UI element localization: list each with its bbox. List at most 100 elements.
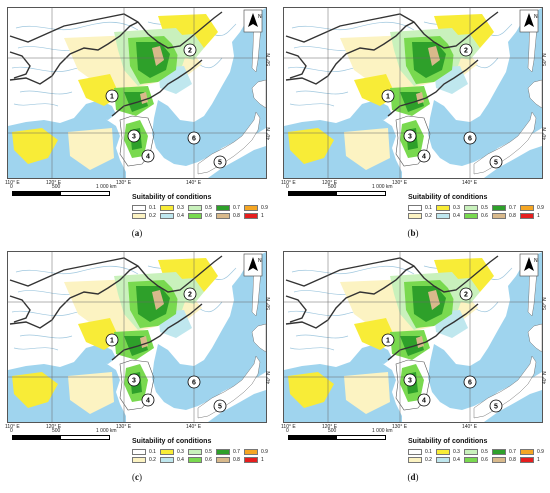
- legend-swatch: [464, 449, 478, 455]
- legend-swatch: [216, 449, 230, 455]
- lat-label-50: 50° N: [542, 297, 548, 310]
- region-marker-1: 1: [381, 89, 395, 103]
- legend-label: 0.2: [425, 213, 432, 219]
- panel-caption: (d): [407, 472, 419, 482]
- region-label-1: 1: [386, 338, 390, 345]
- legend-label: 0.3: [177, 205, 184, 211]
- scale-bar: [288, 191, 386, 196]
- legend-swatch: [188, 205, 202, 211]
- legend-label: 0.2: [425, 457, 432, 463]
- china-russia-border: [285, 11, 499, 49]
- scale-bar: [12, 191, 110, 196]
- china-mongolia-border: [285, 265, 415, 329]
- map-panel-a: 1 2 3 4 5: [2, 2, 272, 242]
- scale-label-1000: 1 000 km: [96, 184, 117, 190]
- north-arrow-icon: N: [243, 9, 263, 33]
- sea-of-japan: [152, 8, 266, 166]
- region-label-4: 4: [422, 154, 426, 161]
- legend-label: 0.8: [509, 213, 516, 219]
- legend-label: 0.8: [233, 457, 240, 463]
- scale-label-500: 500: [52, 184, 61, 190]
- inner-boundary: [9, 51, 31, 79]
- legend-label: 0.6: [205, 457, 212, 463]
- north-arrow-icon: N: [519, 9, 539, 33]
- region-marker-4: 4: [141, 149, 155, 163]
- region-label-6: 6: [192, 136, 196, 143]
- legend-swatch: [160, 213, 174, 219]
- legend-swatch: [464, 457, 478, 463]
- region-label-6: 6: [468, 380, 472, 387]
- legend-swatch: [216, 205, 230, 211]
- region-marker-2: 2: [183, 287, 197, 301]
- legend-label: 0.1: [149, 449, 156, 455]
- map-panel-c: 1 2 3 4 5: [2, 246, 272, 486]
- region-marker-4: 4: [417, 149, 431, 163]
- legend-label: 0.7: [509, 449, 516, 455]
- graticule: [8, 8, 266, 178]
- legend-swatch: [464, 213, 478, 219]
- legend-swatch: [160, 449, 174, 455]
- legend-label: 0.9: [537, 205, 544, 211]
- region-marker-3: 3: [403, 373, 417, 387]
- region-label-1: 1: [110, 338, 114, 345]
- legend-swatch: [492, 457, 506, 463]
- region-marker-3: 3: [403, 129, 417, 143]
- legend-swatch: [188, 449, 202, 455]
- north-label: N: [534, 258, 538, 264]
- china-korea-border: [387, 59, 479, 117]
- region-label-3: 3: [408, 134, 412, 141]
- china-mongolia-border: [9, 265, 139, 329]
- legend-label: 0.6: [481, 213, 488, 219]
- lat-label-50: 50° N: [266, 297, 272, 310]
- region-marker-6: 6: [187, 375, 201, 389]
- hokkaido-island: [527, 323, 542, 353]
- sea-of-japan: [428, 8, 542, 166]
- lon-label-110: 110° E: [5, 424, 20, 430]
- legend-swatch: [244, 449, 258, 455]
- north-label: N: [258, 14, 262, 20]
- sea-of-japan: [428, 252, 542, 410]
- lon-label-130: 130° E: [116, 424, 132, 430]
- legend-label: 1: [261, 457, 264, 463]
- map-canvas: 1 2 3 4 5: [8, 8, 266, 178]
- scale-label-500: 500: [328, 428, 337, 434]
- region-marker-5: 5: [489, 155, 503, 169]
- inner-boundary: [9, 295, 31, 323]
- legend-label: 0.8: [509, 457, 516, 463]
- region-label-3: 3: [132, 134, 136, 141]
- map-canvas: 1 2 3 4 5: [8, 252, 266, 422]
- legend-label: 0.9: [261, 205, 268, 211]
- map-canvas: 1 2 3 4 5: [284, 252, 542, 422]
- region-marker-4: 4: [417, 393, 431, 407]
- region-label-4: 4: [422, 398, 426, 405]
- region-label-6: 6: [192, 380, 196, 387]
- legend-swatch: [464, 205, 478, 211]
- lon-label-130: 130° E: [116, 180, 132, 186]
- region-label-5: 5: [494, 404, 498, 411]
- sea-of-japan: [152, 252, 266, 410]
- lat-label-40: 40° N: [266, 127, 272, 140]
- legend-label: 0.5: [481, 449, 488, 455]
- legend-swatch: [244, 213, 258, 219]
- china-russia-border: [9, 255, 223, 293]
- legend-label: 0.7: [509, 205, 516, 211]
- legend-swatch: [244, 457, 258, 463]
- scale-label-0: 0: [10, 184, 13, 190]
- map-panel-b: 1 2 3 4 5: [278, 2, 548, 242]
- legend-swatch: [520, 213, 534, 219]
- legend-label: 0.7: [233, 205, 240, 211]
- legend-swatch: [408, 213, 422, 219]
- region-marker-1: 1: [105, 89, 119, 103]
- legend-swatch: [216, 213, 230, 219]
- north-arrow-icon: N: [243, 253, 263, 277]
- legend-swatch: [492, 213, 506, 219]
- legend-swatch: [492, 205, 506, 211]
- legend-label: 0.9: [261, 449, 268, 455]
- legend-label: 0.2: [149, 457, 156, 463]
- legend-swatch: [436, 457, 450, 463]
- panel-caption: (b): [407, 228, 419, 238]
- map-panel-d: 1 2 3 4 5: [278, 246, 548, 486]
- pacific-ocean: [208, 146, 266, 178]
- scale-label-1000: 1 000 km: [372, 428, 393, 434]
- region-label-4: 4: [146, 398, 150, 405]
